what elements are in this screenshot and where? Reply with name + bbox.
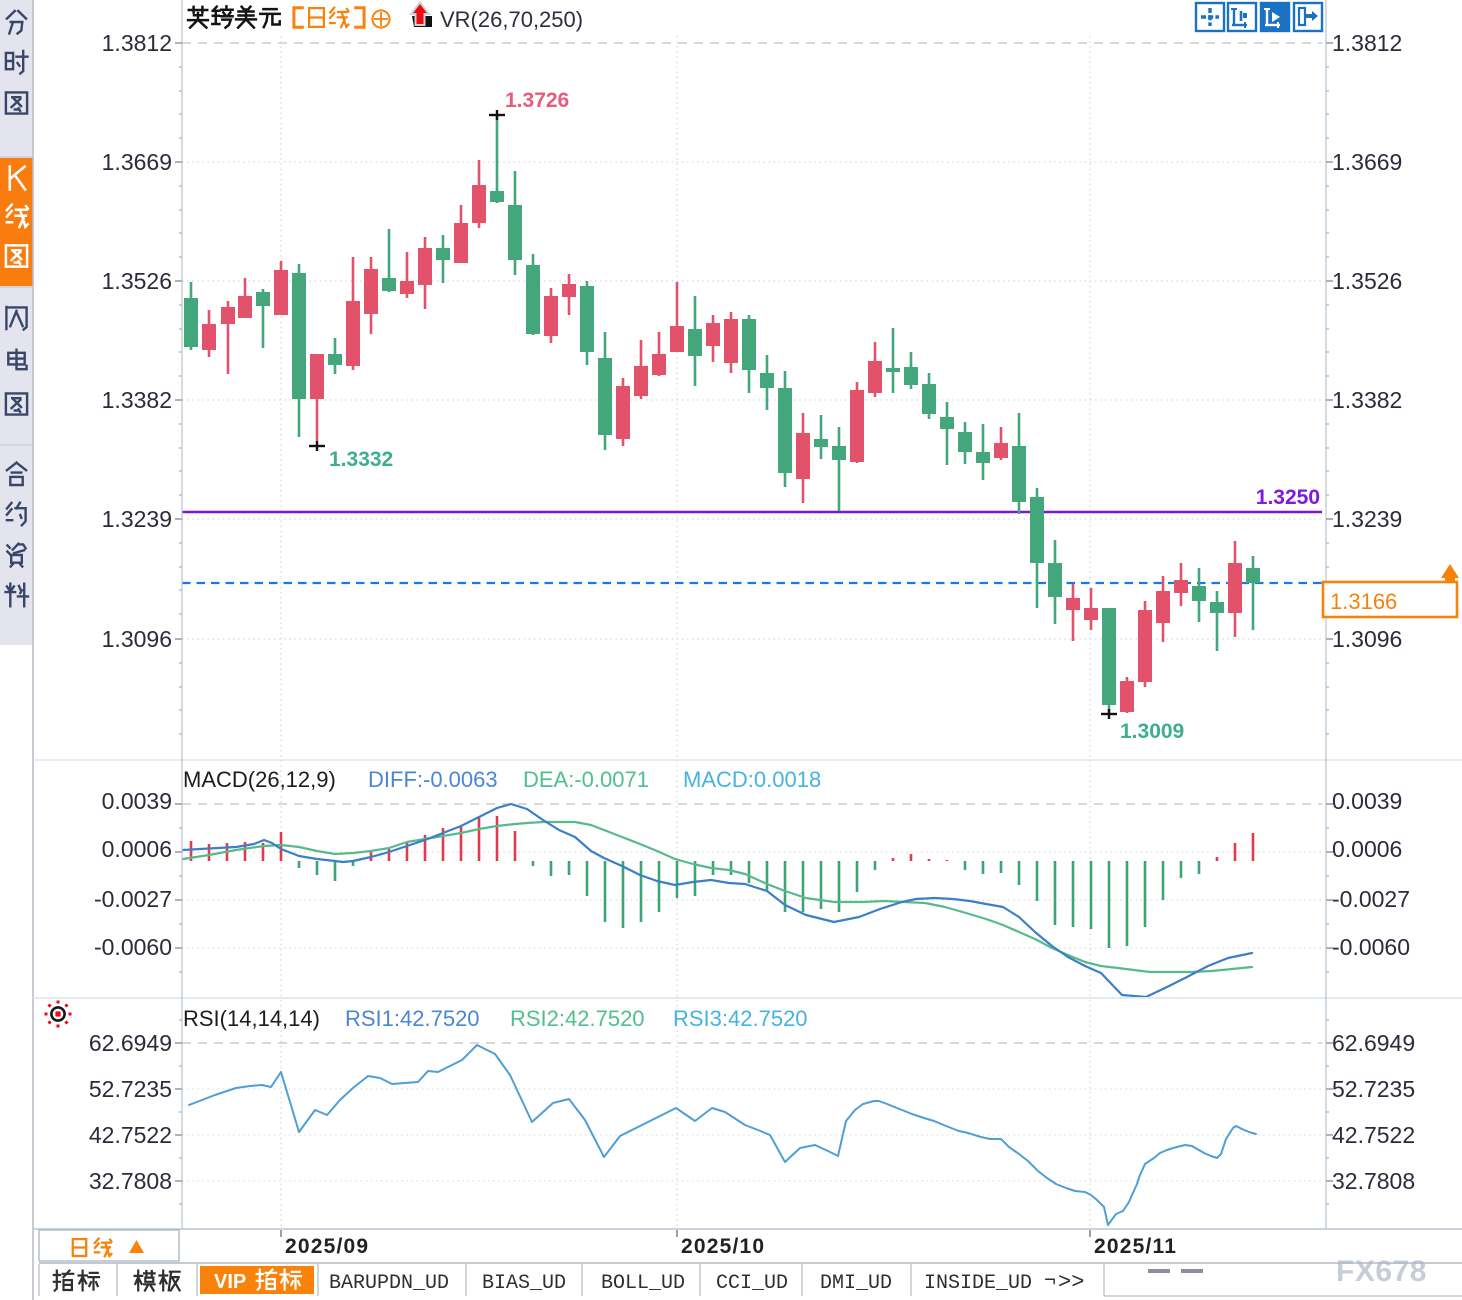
svg-text:2025/09: 2025/09 [285, 1235, 369, 1258]
svg-text:-0.0060: -0.0060 [94, 934, 172, 960]
svg-text:1.3526: 1.3526 [102, 268, 172, 294]
svg-text:RSI3:42.7520: RSI3:42.7520 [673, 1006, 808, 1031]
svg-text:FX678: FX678 [1336, 1255, 1427, 1288]
svg-text:32.7808: 32.7808 [89, 1168, 172, 1194]
svg-text:-0.0027: -0.0027 [1332, 886, 1410, 912]
svg-text:1.3669: 1.3669 [102, 149, 172, 175]
svg-text:>>: >> [1058, 1270, 1084, 1295]
svg-text:42.7522: 42.7522 [1332, 1122, 1415, 1148]
svg-text:RSI1:42.7520: RSI1:42.7520 [345, 1006, 480, 1031]
svg-text:CCI_UD: CCI_UD [716, 1272, 788, 1295]
svg-text:1.3166: 1.3166 [1330, 589, 1397, 614]
svg-text:42.7522: 42.7522 [89, 1122, 172, 1148]
svg-text:1.3250: 1.3250 [1256, 486, 1320, 509]
svg-text:2025/10: 2025/10 [681, 1235, 765, 1258]
svg-text:DMI_UD: DMI_UD [820, 1272, 892, 1295]
svg-text:1.3239: 1.3239 [102, 506, 172, 532]
svg-text:-0.0060: -0.0060 [1332, 934, 1410, 960]
svg-text:1.3096: 1.3096 [102, 626, 172, 652]
svg-text:1.3382: 1.3382 [102, 387, 172, 413]
svg-text:1.3332: 1.3332 [329, 448, 393, 471]
svg-text:RSI2:42.7520: RSI2:42.7520 [510, 1006, 645, 1031]
svg-text:0.0006: 0.0006 [1332, 836, 1402, 862]
svg-text:¬: ¬ [1044, 1270, 1056, 1293]
svg-text:DEA:-0.0071: DEA:-0.0071 [523, 767, 649, 792]
svg-text:1.3382: 1.3382 [1332, 387, 1402, 413]
svg-text:BOLL_UD: BOLL_UD [601, 1272, 685, 1295]
svg-text:1.3726: 1.3726 [505, 89, 569, 112]
svg-text:MACD(26,12,9): MACD(26,12,9) [183, 767, 336, 792]
svg-text:1.3812: 1.3812 [102, 30, 172, 56]
svg-text:DIFF:-0.0063: DIFF:-0.0063 [368, 767, 498, 792]
svg-text:1.3239: 1.3239 [1332, 506, 1402, 532]
svg-text:0.0039: 0.0039 [102, 788, 172, 814]
svg-text:INSIDE_UD: INSIDE_UD [924, 1272, 1032, 1295]
svg-text:VR(26,70,250): VR(26,70,250) [440, 7, 583, 32]
svg-text:BARUPDN_UD: BARUPDN_UD [329, 1272, 449, 1295]
svg-text:1.3526: 1.3526 [1332, 268, 1402, 294]
svg-text:62.6949: 62.6949 [89, 1030, 172, 1056]
svg-text:RSI(14,14,14): RSI(14,14,14) [183, 1006, 320, 1031]
svg-text:1.3669: 1.3669 [1332, 149, 1402, 175]
svg-text:0.0006: 0.0006 [102, 836, 172, 862]
svg-text:0.0039: 0.0039 [1332, 788, 1402, 814]
svg-text:52.7235: 52.7235 [89, 1076, 172, 1102]
svg-text:52.7235: 52.7235 [1332, 1076, 1415, 1102]
svg-text:62.6949: 62.6949 [1332, 1030, 1415, 1056]
svg-text:MACD:0.0018: MACD:0.0018 [683, 767, 821, 792]
svg-text:1.3009: 1.3009 [1120, 720, 1184, 743]
svg-text:1.3812: 1.3812 [1332, 30, 1402, 56]
svg-text:32.7808: 32.7808 [1332, 1168, 1415, 1194]
svg-text:-0.0027: -0.0027 [94, 886, 172, 912]
svg-text:2025/11: 2025/11 [1094, 1235, 1177, 1258]
svg-text:VIP: VIP [214, 1271, 246, 1293]
svg-text:1.3096: 1.3096 [1332, 626, 1402, 652]
svg-text:BIAS_UD: BIAS_UD [482, 1272, 566, 1295]
